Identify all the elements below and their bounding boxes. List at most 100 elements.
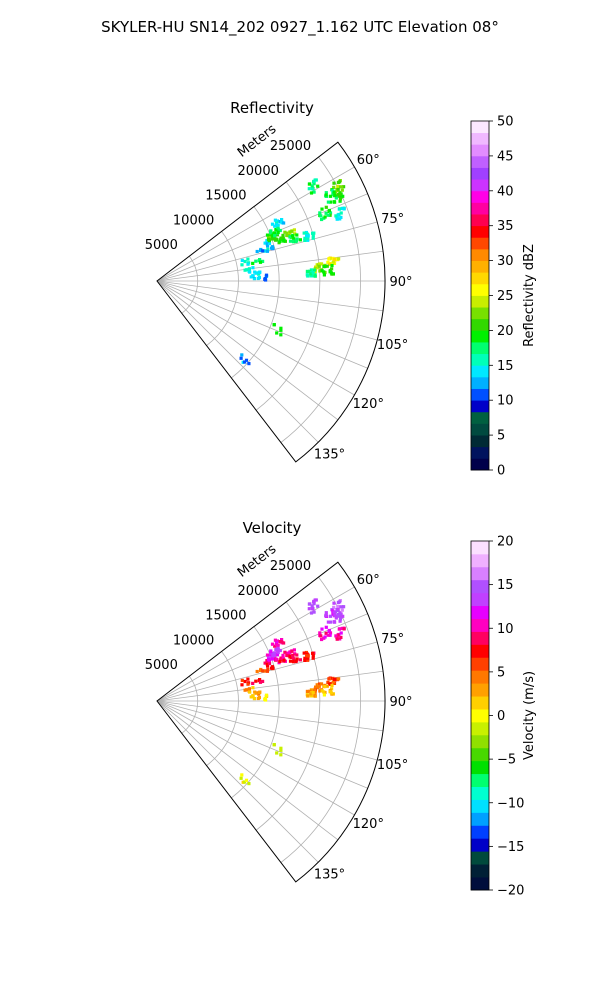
radar-gate <box>275 220 279 224</box>
colorbar-segment <box>471 376 489 389</box>
radar-gate <box>267 237 271 242</box>
colorbar-segment <box>471 190 489 203</box>
radar-gate <box>319 262 324 266</box>
colorbar-segment <box>471 605 489 619</box>
radar-gate <box>267 241 272 246</box>
radar-gate <box>332 181 336 185</box>
radar-gate <box>311 187 315 191</box>
colorbar-segment <box>471 307 489 320</box>
colorbar-segment <box>471 365 489 378</box>
radar-gate <box>302 651 306 655</box>
radar-gate <box>311 691 315 695</box>
radar-gate <box>275 233 279 237</box>
radar-gate <box>332 185 336 189</box>
colorbar-label: Reflectivity dBZ <box>522 244 537 347</box>
radar-gate <box>279 753 283 757</box>
radar-gate <box>279 328 283 332</box>
radar-gate <box>266 247 270 251</box>
radar-gate <box>244 358 249 362</box>
reflectivity-panel: 60° 75° 90° 105° 120° 135° 5000 10000 15000 20000… <box>145 99 537 479</box>
radar-gate <box>282 238 286 242</box>
radar-gate <box>294 239 298 243</box>
radar-gate <box>336 184 340 188</box>
radar-gate <box>305 689 309 693</box>
radial-gridline <box>156 700 384 732</box>
radar-gate <box>332 601 336 605</box>
radar-gate <box>270 666 274 670</box>
radar-gate <box>339 635 343 639</box>
radar-gate <box>307 602 311 606</box>
colorbar-tick-label: 15 <box>497 359 514 374</box>
radar-gate <box>339 195 343 199</box>
polar-grid <box>156 156 385 443</box>
radar-gate <box>272 743 276 747</box>
radar-gate <box>279 326 283 330</box>
radar-gate <box>246 677 250 681</box>
colorbar-segment <box>471 225 489 238</box>
azimuth-tick-label: 135° <box>314 448 345 463</box>
range-tick-label: 25000 <box>270 559 311 574</box>
radar-gate <box>335 637 339 641</box>
radar-gate <box>266 244 270 248</box>
range-ring <box>206 231 239 346</box>
radar-gate <box>264 278 268 282</box>
radar-gate <box>324 611 328 615</box>
radar-gate <box>316 184 320 188</box>
radar-gate <box>338 197 343 201</box>
radar-gate <box>268 233 273 237</box>
colorbar-segment <box>471 283 489 296</box>
radar-gate <box>270 222 275 226</box>
colorbar-segment <box>471 747 489 762</box>
radar-gate <box>240 263 244 267</box>
colorbar-segment <box>471 342 489 355</box>
radar-gate <box>325 264 329 268</box>
radar-gate <box>307 187 311 191</box>
radar-gate <box>333 620 337 624</box>
radar-gate <box>320 637 324 642</box>
radar-gate <box>336 607 340 611</box>
radar-gate <box>336 213 340 217</box>
colorbar-tick-label: 15 <box>497 578 514 593</box>
radar-gate <box>294 659 298 663</box>
radar-gate <box>306 658 310 662</box>
radar-gate <box>311 651 315 655</box>
radar-gate <box>261 249 265 253</box>
colorbar-segment <box>471 579 489 594</box>
radar-gate <box>327 208 331 213</box>
radar-gate <box>252 277 256 281</box>
colorbar-segment <box>471 709 489 723</box>
radar-gate <box>257 272 261 276</box>
radar-gate <box>312 182 316 186</box>
radar-gate <box>265 659 269 663</box>
radar-gate <box>309 272 313 276</box>
radial-gridline <box>156 280 319 443</box>
radar-gate <box>326 213 330 217</box>
radar-gate <box>278 238 282 242</box>
radar-gate <box>338 619 342 623</box>
radar-gate <box>327 677 331 681</box>
radar-gate <box>246 262 250 266</box>
range-tick-label: 5000 <box>145 658 178 673</box>
colorbar-segment <box>471 121 489 134</box>
radar-gate <box>306 238 310 242</box>
radar-gate <box>336 604 340 608</box>
radar-gate <box>292 237 296 241</box>
radar-gate <box>281 233 285 237</box>
radar-gate <box>247 687 251 691</box>
radar-gate <box>274 228 278 232</box>
radar-gate <box>340 206 344 210</box>
radar-gate <box>339 215 343 219</box>
radar-gate <box>292 228 296 232</box>
radar-gate <box>240 773 244 777</box>
radar-gate <box>251 261 255 265</box>
radar-gate <box>334 214 338 218</box>
radar-gate <box>305 654 309 658</box>
radar-gate <box>276 226 280 230</box>
radar-gate <box>291 654 295 658</box>
radar-gate <box>337 257 341 261</box>
radar-gate <box>298 658 302 662</box>
figure-title: SKYLER-HU SN14_202 0927_1.162 UTC Elevat… <box>101 18 499 37</box>
range-ring <box>231 626 280 799</box>
radar-gate <box>274 648 278 652</box>
radar-gate <box>318 689 322 693</box>
